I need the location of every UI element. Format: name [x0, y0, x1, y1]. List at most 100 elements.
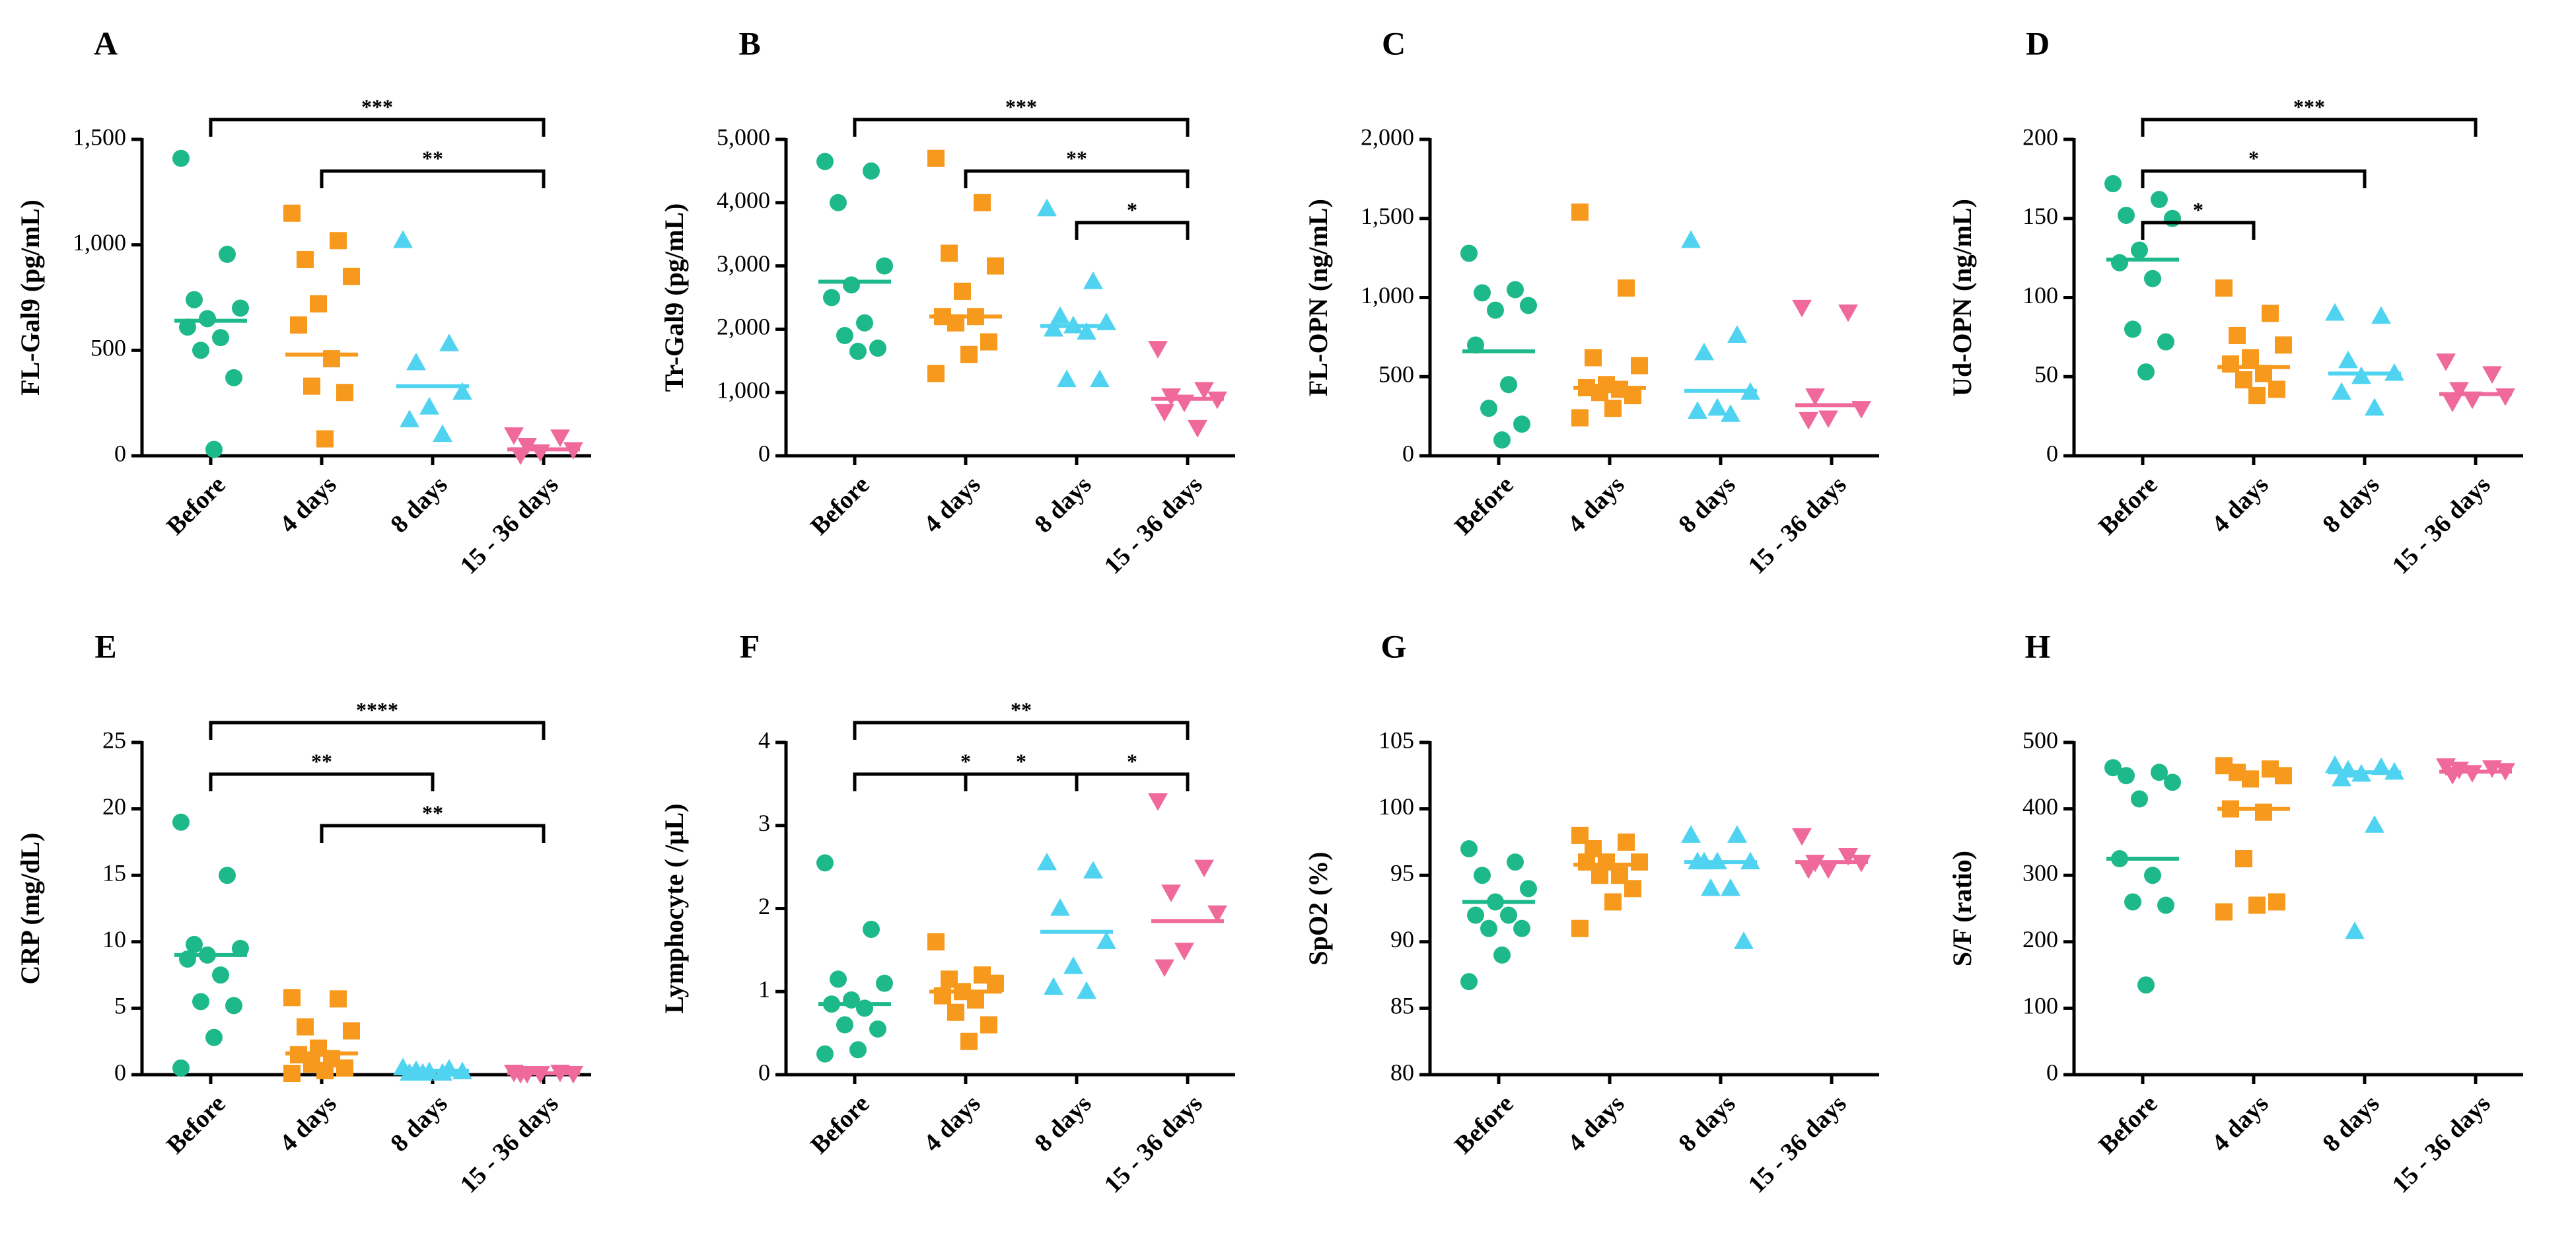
data-point — [2164, 773, 2181, 791]
data-point — [283, 989, 301, 1007]
panel-letter: D — [2026, 24, 2050, 61]
panel: E CRP (mg/dL) 0 5 10 15 20 25 Before 4 days 8 days… — [15, 628, 591, 1199]
data-point — [186, 935, 203, 953]
significance-label: *** — [361, 94, 393, 118]
data-point — [179, 318, 196, 336]
x-tick-label: Before — [161, 471, 231, 540]
y-tick-label: 0 — [2046, 1059, 2058, 1085]
data-point — [2325, 303, 2345, 321]
y-tick-label: 2,000 — [717, 314, 770, 340]
data-point — [1083, 271, 1103, 289]
data-point — [1500, 906, 1517, 924]
data-point — [1460, 840, 1478, 857]
y-axis-label: Ud-OPN (ng/mL) — [1947, 199, 1977, 396]
data-point — [1631, 853, 1648, 871]
data-point — [836, 1016, 853, 1034]
data-point — [1083, 861, 1103, 879]
x-tick-label: 4 days — [918, 471, 985, 538]
data-point — [816, 854, 834, 872]
significance-bracket — [853, 721, 1190, 740]
data-point — [960, 345, 978, 363]
y-tick-label: 1,500 — [73, 124, 126, 150]
data-point — [1701, 878, 1721, 896]
significance-bracket — [2141, 221, 2256, 240]
data-point — [1818, 410, 1838, 429]
y-axis-label: FL-OPN (ng/mL) — [1303, 199, 1333, 396]
data-point — [2124, 893, 2141, 911]
data-point — [1520, 297, 1537, 314]
data-point — [452, 382, 472, 400]
y-tick-label: 3 — [758, 810, 770, 836]
data-point — [419, 396, 439, 415]
data-point — [1571, 203, 1589, 221]
x-tick-label: 15 - 36 days — [2387, 1090, 2496, 1199]
x-tick-label: 8 days — [385, 471, 452, 538]
y-tick-label: 4,000 — [717, 187, 770, 213]
data-point — [504, 427, 524, 445]
data-point — [1155, 959, 1174, 978]
data-point — [987, 974, 1004, 992]
data-point — [2215, 279, 2233, 297]
data-point — [876, 257, 893, 275]
significance-label: * — [2248, 146, 2259, 170]
panel-letter: B — [738, 24, 760, 61]
data-point — [960, 1032, 978, 1050]
x-tick-label: 8 days — [2317, 1090, 2384, 1157]
data-point — [2222, 355, 2239, 373]
y-tick-label: 1,500 — [1361, 203, 1414, 229]
data-point — [1474, 284, 1491, 302]
data-point — [1520, 880, 1537, 898]
data-point — [550, 429, 570, 447]
y-tick-label: 1,000 — [717, 377, 770, 403]
data-point — [816, 1045, 834, 1063]
panel-letter: F — [740, 628, 760, 664]
significance-bracket — [2141, 169, 2367, 188]
x-tick-label: 8 days — [2317, 471, 2384, 538]
data-point — [2157, 896, 2174, 914]
data-point — [2151, 764, 2168, 781]
y-tick-label: 200 — [2022, 124, 2058, 150]
data-point — [232, 939, 249, 957]
data-point — [336, 1059, 353, 1077]
significance-bracket — [964, 772, 1079, 791]
panel-letter: C — [1382, 24, 1406, 61]
x-tick-label: 8 days — [1029, 1090, 1096, 1157]
data-point — [2345, 921, 2365, 939]
data-point — [2144, 269, 2161, 287]
data-point — [303, 377, 320, 395]
data-point — [2104, 175, 2122, 193]
data-point — [439, 334, 459, 351]
significance-bracket — [209, 721, 546, 740]
data-point — [830, 194, 847, 211]
x-tick-label: 4 days — [1562, 1090, 1629, 1157]
data-point — [1460, 973, 1478, 991]
x-tick-label: 4 days — [274, 1090, 341, 1157]
y-tick-label: 90 — [1390, 926, 1414, 952]
y-tick-label: 80 — [1390, 1059, 1414, 1085]
significance-label: ** — [311, 749, 332, 773]
y-tick-label: 4 — [758, 727, 770, 753]
data-point — [192, 341, 209, 359]
y-tick-label: 25 — [102, 727, 126, 753]
data-point — [2268, 380, 2285, 398]
y-tick-label: 0 — [114, 440, 126, 466]
data-point — [2137, 363, 2155, 381]
data-point — [283, 1064, 301, 1082]
data-point — [1155, 404, 1174, 422]
data-point — [316, 430, 334, 448]
data-point — [1571, 409, 1589, 427]
data-point — [843, 276, 860, 294]
significance-bracket — [964, 169, 1190, 188]
y-tick-label: 0 — [2046, 440, 2058, 466]
data-point — [1194, 382, 1214, 400]
data-point — [1507, 853, 1524, 871]
data-point — [1838, 305, 1858, 322]
data-point — [974, 194, 991, 211]
x-tick-label: 15 - 36 days — [1099, 471, 1208, 580]
data-point — [283, 204, 301, 222]
y-tick-label: 0 — [758, 1059, 770, 1085]
data-point — [1044, 977, 1063, 995]
significance-bracket — [209, 772, 435, 791]
x-tick-label: 15 - 36 days — [455, 1090, 564, 1199]
data-point — [1077, 981, 1096, 999]
